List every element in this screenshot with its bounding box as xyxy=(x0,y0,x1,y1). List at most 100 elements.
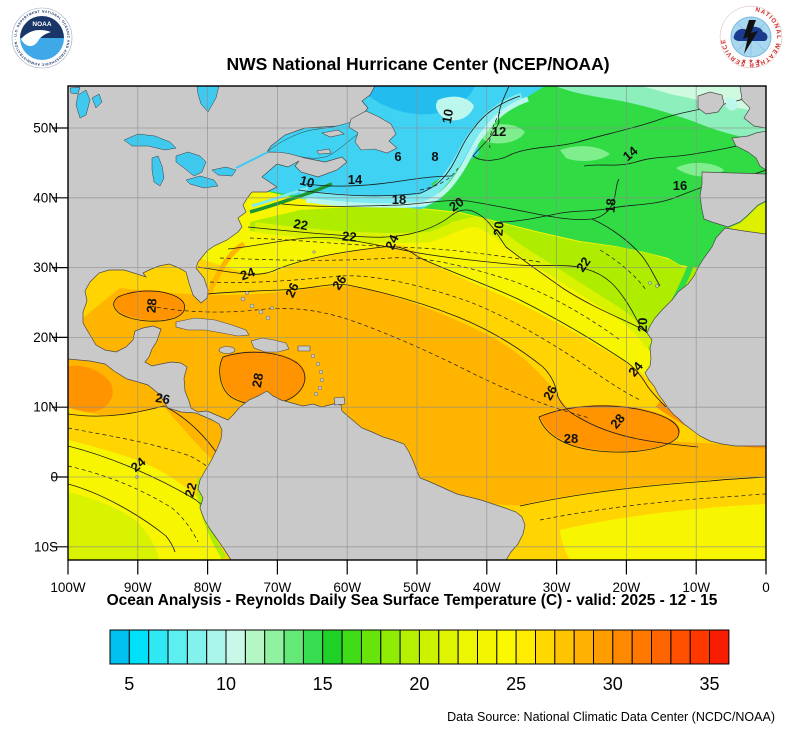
lat-label: 30N xyxy=(33,260,58,275)
ocean-patch-lightgreen xyxy=(478,124,724,177)
contour-label: 24 xyxy=(382,232,402,252)
sst-map: 10 12 6 8 10 14 14 16 18 20 18 20 22 22 … xyxy=(33,85,770,595)
contour-label: 18 xyxy=(602,198,618,214)
island-puertorico xyxy=(297,345,311,352)
lon-label: 90W xyxy=(124,580,152,595)
ocean-satl-yellow xyxy=(560,504,766,560)
front-strip-cyan xyxy=(251,186,309,208)
ocean-band-yellowgreen xyxy=(250,207,702,352)
nws-lightning-icon xyxy=(743,20,758,54)
lat-label: 40N xyxy=(33,190,58,205)
contour-lines xyxy=(68,86,766,553)
land-ireland xyxy=(697,91,725,115)
colorbar-tick-label: 15 xyxy=(313,674,333,694)
contour-label: 22 xyxy=(292,216,309,233)
contour-label: 18 xyxy=(392,192,406,207)
lon-label: 50W xyxy=(403,580,431,595)
nws-stars: ★ ★ ★ xyxy=(741,58,760,65)
colorbar-tick-label: 10 xyxy=(216,674,236,694)
contour-label: 26 xyxy=(329,272,350,292)
contour-label: 20 xyxy=(446,194,466,215)
colorbar-cells xyxy=(109,629,730,665)
island-antilles xyxy=(311,354,325,397)
island-trinidad xyxy=(333,396,346,406)
gulf-st-lawrence xyxy=(266,116,372,159)
land-iberia xyxy=(699,171,766,228)
contour-label: 26 xyxy=(282,280,302,299)
lat-label: 10N xyxy=(33,400,58,415)
lon-label: 40W xyxy=(473,580,501,595)
island-jamaica xyxy=(218,346,236,354)
island-bahamas xyxy=(240,291,274,321)
data-source-note: Data Source: National Climatic Data Cent… xyxy=(447,710,775,724)
lon-axis: 100W 90W 80W 70W 60W 50W 40W 30W 20W 10W… xyxy=(50,580,769,595)
lon-label: 80W xyxy=(194,580,222,595)
lat-label: 20N xyxy=(33,330,58,345)
contour-label: 8 xyxy=(431,149,438,164)
lon-label: 100W xyxy=(50,580,86,595)
ocean-sepac-yg xyxy=(68,492,159,560)
lat-label: 50N xyxy=(33,121,58,136)
ocean-strip-gulfstream xyxy=(203,241,246,303)
map-caption: Ocean Analysis - Reynolds Daily Sea Surf… xyxy=(106,592,718,609)
colorbar-tick-label: 35 xyxy=(699,674,719,694)
ocean-pool-pacific28 xyxy=(68,365,113,413)
lon-label: 30W xyxy=(543,580,571,595)
ocean-pool-carib28 xyxy=(220,351,306,404)
lake-huron xyxy=(175,151,207,177)
colorbar-tick-label: 25 xyxy=(506,674,526,694)
contour-label: 6 xyxy=(394,149,401,164)
contour-label: 28 xyxy=(143,298,159,314)
contour-label: 20 xyxy=(635,317,650,332)
island-cuba xyxy=(175,317,250,337)
lake-ontario xyxy=(211,166,237,177)
ocean-patch-palecyan xyxy=(436,96,474,121)
axis-ticks xyxy=(52,127,767,575)
island-hispaniola xyxy=(250,337,290,353)
lakes xyxy=(69,86,269,189)
lat-label: 0 xyxy=(50,470,58,485)
contour-label: 22 xyxy=(182,481,200,499)
lon-label: 10W xyxy=(682,580,710,595)
lon-label: 70W xyxy=(264,580,292,595)
land-americas xyxy=(68,86,526,560)
colorbar-tick-label: 5 xyxy=(124,674,134,694)
island-bermuda xyxy=(312,250,316,254)
lat-label: 10S xyxy=(34,539,58,554)
contour-label: 16 xyxy=(673,178,687,193)
lake-superior xyxy=(123,133,177,151)
lake-michigan xyxy=(151,155,165,187)
colorbar: 5 10 15 20 25 30 35 xyxy=(109,629,730,694)
lake-winnipeg xyxy=(69,86,103,119)
ocean-pool-gulf28 xyxy=(114,290,185,321)
land-britain xyxy=(739,86,766,129)
land-france xyxy=(731,130,766,171)
ocean-ribbon-lightcyan xyxy=(299,92,524,206)
noaa-seagull-icon xyxy=(21,30,51,47)
lat-axis: 50N 40N 30N 20N 10N 0 10S xyxy=(33,121,58,555)
contour-label: 10 xyxy=(298,173,316,191)
mediterranean xyxy=(728,202,766,234)
contour-label: 24 xyxy=(238,264,257,283)
contour-label: 26 xyxy=(540,383,560,403)
colorbar-tick-label: 20 xyxy=(409,674,429,694)
nws-logo: NATIONAL WEATHER SERVICE ★ ★ ★ xyxy=(719,5,783,69)
contour-labels: 10 12 6 8 10 14 14 16 18 20 18 20 22 22 … xyxy=(128,108,687,499)
contour-label: 26 xyxy=(154,390,171,407)
contour-label: 28 xyxy=(564,431,578,446)
st-lawrence-river xyxy=(235,151,269,169)
contour-label: 22 xyxy=(342,228,358,244)
ocean-ribbon-yglight xyxy=(254,216,655,348)
irish-sea xyxy=(726,97,738,111)
colorbar-ticks: 5 10 15 20 25 30 35 xyxy=(124,674,719,694)
lon-label: 60W xyxy=(333,580,361,595)
contour-label: 14 xyxy=(348,172,363,187)
contour-label: 22 xyxy=(573,254,594,274)
contour-label: 20 xyxy=(490,221,506,237)
colorbar-tick-label: 30 xyxy=(603,674,623,694)
islands xyxy=(135,110,659,479)
lake-erie xyxy=(185,175,219,189)
lon-label: 0 xyxy=(762,580,770,595)
contour-label: 10 xyxy=(439,108,456,125)
